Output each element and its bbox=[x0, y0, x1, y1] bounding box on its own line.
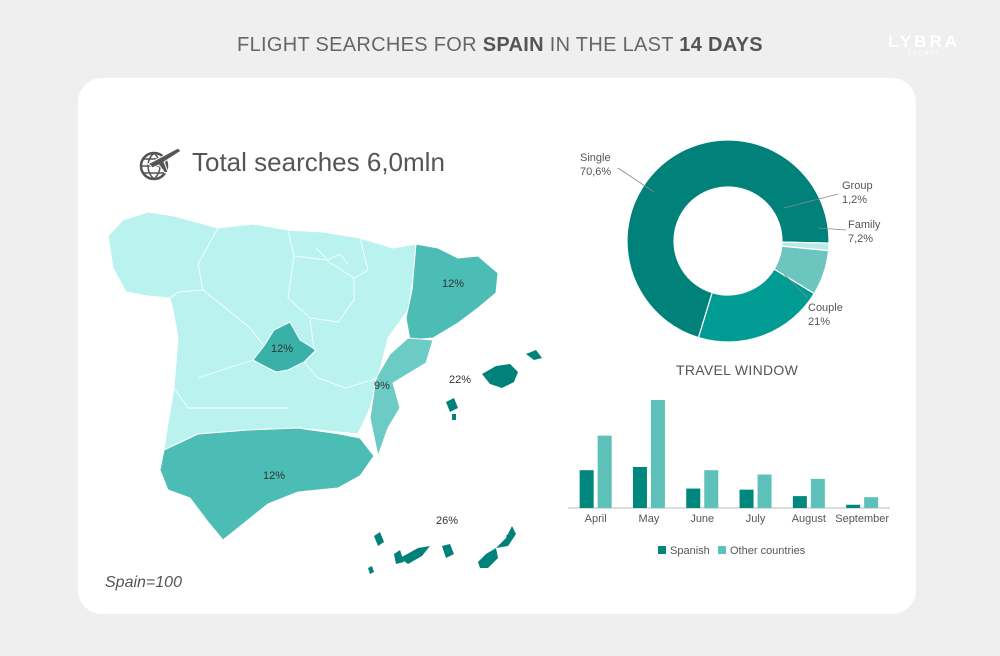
bar-other-september bbox=[864, 497, 879, 508]
x-tick-april: April bbox=[585, 513, 607, 525]
legend-swatch-spanish bbox=[658, 546, 666, 554]
footnote: Spain=100 bbox=[105, 574, 182, 591]
donut-slice-single bbox=[626, 139, 830, 339]
bar-spanish-april bbox=[579, 470, 594, 508]
title-period: 14 DAYS bbox=[679, 34, 763, 56]
x-tick-may: May bbox=[639, 513, 660, 525]
x-tick-august: August bbox=[792, 513, 826, 525]
segment-donut-chart: Single 70,6% Group 1,2% Family 7,2% Couple 21% bbox=[580, 139, 881, 343]
infographic-card: 12% 12% 9% 22% 12% 26% Total searches 6,… bbox=[78, 78, 916, 614]
region-andalusia bbox=[159, 427, 375, 541]
total-searches-label: Total searches 6,0mln bbox=[192, 146, 445, 177]
logo-sub: TECHTT bbox=[907, 51, 941, 57]
plane-globe-icon bbox=[139, 147, 182, 181]
legend-label-other: Other countries bbox=[730, 545, 806, 557]
logo-name: LYBRA bbox=[888, 32, 960, 51]
bar-other-july bbox=[757, 474, 772, 508]
bar-spanish-august bbox=[792, 496, 807, 508]
region-valencia bbox=[369, 337, 434, 457]
canary-islands bbox=[368, 526, 516, 574]
x-tick-july: July bbox=[746, 513, 766, 525]
travel-window-chart: April May June July August September Spanish O… bbox=[568, 400, 890, 557]
label-valencia: 9% bbox=[374, 380, 390, 392]
bar-other-april bbox=[597, 435, 612, 508]
region-madrid bbox=[252, 321, 317, 373]
bar-spanish-september bbox=[846, 504, 861, 508]
label-madrid: 12% bbox=[271, 343, 293, 355]
travel-window-title: TRAVEL WINDOW bbox=[676, 362, 799, 378]
bar-other-june bbox=[704, 470, 719, 508]
bar-other-august bbox=[810, 478, 825, 508]
donut-value-single: 70,6% bbox=[580, 166, 611, 178]
donut-value-family: 7,2% bbox=[848, 233, 873, 245]
label-canary: 26% bbox=[436, 515, 458, 527]
donut-label-family: Family bbox=[848, 219, 881, 231]
title-country: SPAIN bbox=[482, 34, 544, 56]
label-balearic: 22% bbox=[449, 374, 471, 386]
donut-slice-couple bbox=[697, 268, 816, 343]
donut-label-couple: Couple bbox=[808, 302, 843, 314]
legend-label-spanish: Spanish bbox=[670, 545, 710, 557]
total-searches: Total searches 6,0mln bbox=[134, 142, 445, 182]
balearic-islands bbox=[446, 350, 542, 420]
x-tick-september: September bbox=[835, 513, 889, 525]
page-title: FLIGHT SEARCHES FOR SPAIN IN THE LAST 14… bbox=[237, 34, 763, 56]
spain-map: 12% 12% 9% 22% 12% 26% bbox=[107, 211, 542, 574]
donut-value-group: 1,2% bbox=[842, 194, 867, 206]
x-tick-june: June bbox=[690, 513, 714, 525]
region-catalonia bbox=[405, 243, 499, 341]
bar-spanish-may bbox=[632, 466, 647, 508]
bar-spanish-june bbox=[686, 488, 701, 508]
lybra-logo: LYBRA TECHTT bbox=[874, 32, 974, 57]
legend-swatch-other bbox=[718, 546, 726, 554]
label-catalonia: 12% bbox=[442, 278, 464, 290]
donut-value-couple: 21% bbox=[808, 316, 830, 328]
bar-spanish-july bbox=[739, 489, 754, 508]
donut-label-group: Group bbox=[842, 180, 873, 192]
label-andalusia: 12% bbox=[263, 470, 285, 482]
donut-label-single: Single bbox=[580, 152, 611, 164]
bar-other-may bbox=[650, 400, 665, 508]
